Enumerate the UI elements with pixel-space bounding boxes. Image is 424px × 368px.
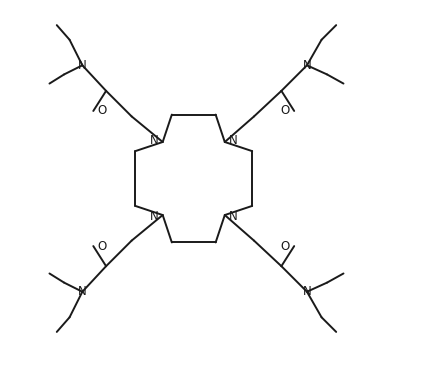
Text: N: N — [78, 59, 87, 72]
Text: O: O — [98, 105, 107, 117]
Text: N: N — [229, 134, 237, 147]
Text: N: N — [78, 285, 87, 298]
Text: O: O — [280, 105, 290, 117]
Text: N: N — [303, 59, 311, 72]
Text: N: N — [150, 210, 159, 223]
Text: N: N — [303, 285, 311, 298]
Text: N: N — [150, 134, 159, 147]
Text: O: O — [280, 240, 290, 252]
Text: N: N — [229, 210, 237, 223]
Text: O: O — [98, 240, 107, 252]
